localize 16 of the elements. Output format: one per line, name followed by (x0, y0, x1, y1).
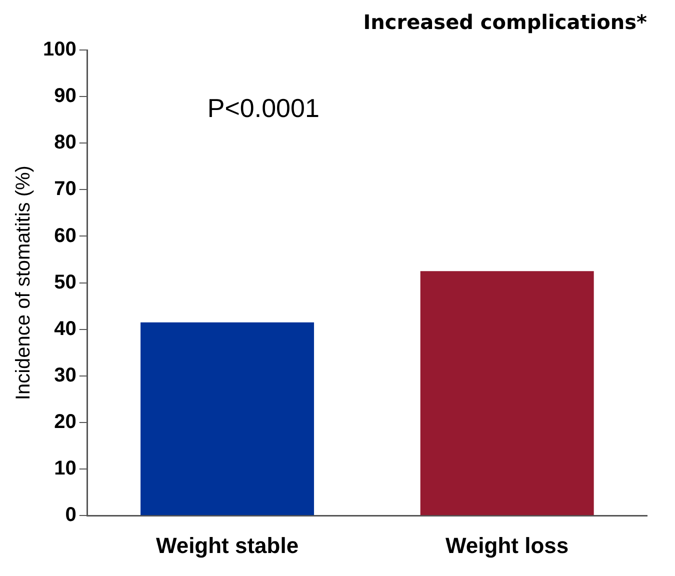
chart-title: Increased complications* (363, 10, 648, 34)
annotation: P<0.0001 (207, 93, 320, 124)
y-tick-label: 50 (54, 271, 76, 294)
y-tick-label: 10 (54, 458, 76, 480)
y-tick-label: 20 (54, 410, 76, 433)
x-tick-label: Weight loss (446, 532, 569, 558)
y-tick-label: 60 (54, 224, 76, 247)
y-tick-label: 100 (42, 38, 76, 61)
y-tick-label: 0 (65, 504, 76, 526)
y-tick-label: 40 (54, 318, 76, 340)
y-tick-label: 70 (54, 178, 76, 200)
x-tick-label: Weight stable (156, 532, 299, 558)
y-tick-label: 80 (54, 132, 76, 154)
y-tick-label: 30 (54, 364, 76, 386)
y-tick-label: 90 (54, 85, 76, 108)
y-axis-title: Incidence of stomatitis (%) (12, 166, 35, 400)
